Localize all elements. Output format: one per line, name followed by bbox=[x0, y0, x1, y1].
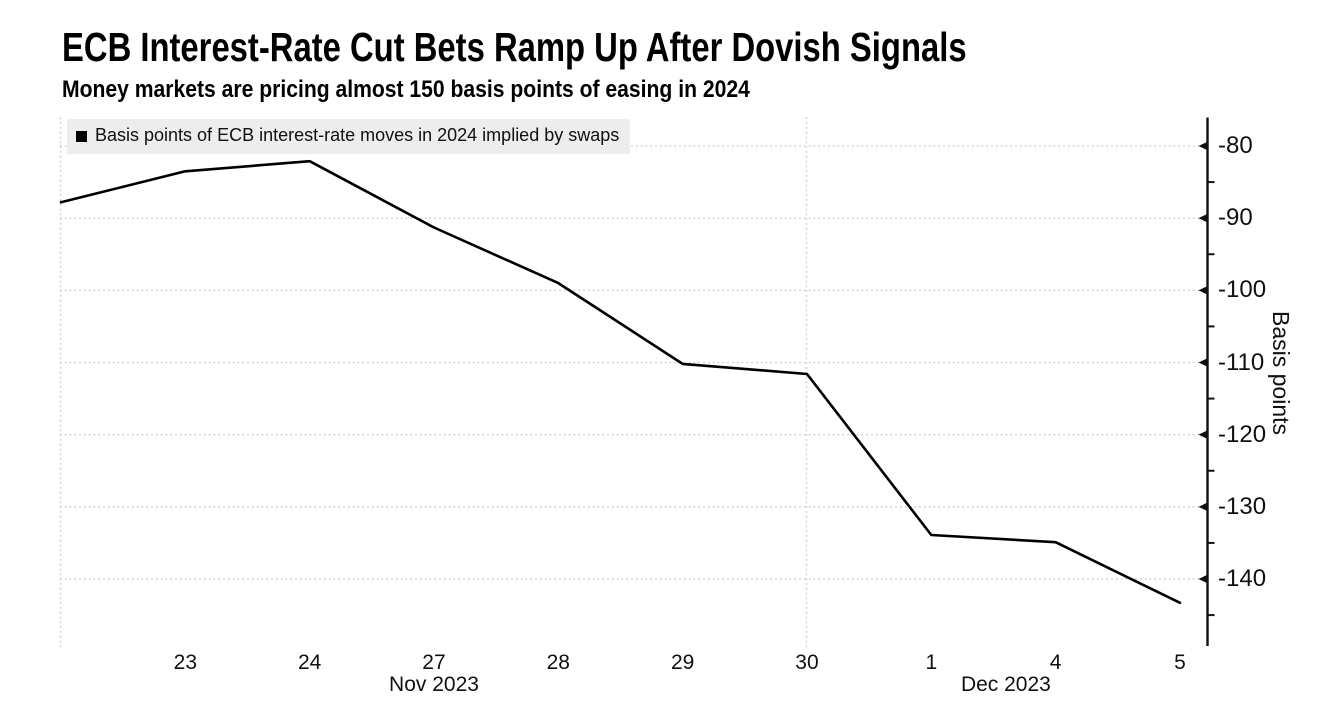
x-tick-label: 28 bbox=[546, 651, 570, 674]
y-tick-label: -140 bbox=[1218, 565, 1267, 592]
legend: Basis points of ECB interest-rate moves … bbox=[67, 119, 631, 154]
y-axis-title: Basis points bbox=[1268, 311, 1294, 436]
page-title: ECB Interest-Rate Cut Bets Ramp Up After… bbox=[62, 24, 967, 70]
legend-marker-icon bbox=[76, 130, 87, 142]
x-tick-label: 27 bbox=[422, 651, 446, 674]
y-major-tick-arrow bbox=[1198, 429, 1209, 440]
x-month-label: Dec 2023 bbox=[960, 673, 1051, 696]
x-month-label: Nov 2023 bbox=[389, 673, 479, 696]
page-subtitle: Money markets are pricing almost 150 bas… bbox=[62, 76, 750, 103]
x-tick-label: 23 bbox=[173, 651, 198, 674]
y-tick-label: -130 bbox=[1218, 492, 1267, 520]
y-major-tick-arrow bbox=[1198, 502, 1209, 512]
x-tick-label: 1 bbox=[925, 651, 938, 674]
y-major-tick-arrow bbox=[1198, 141, 1209, 151]
y-tick-label: -100 bbox=[1218, 276, 1267, 304]
y-major-tick-arrow bbox=[1198, 213, 1209, 223]
y-major-tick-arrow bbox=[1198, 285, 1209, 296]
y-tick-label: -90 bbox=[1218, 204, 1253, 232]
y-major-tick-arrow bbox=[1198, 357, 1209, 368]
x-tick-label: 5 bbox=[1174, 651, 1186, 674]
y-tick-label: -80 bbox=[1218, 132, 1253, 159]
x-tick-label: 30 bbox=[795, 651, 819, 674]
y-tick-label: -120 bbox=[1218, 420, 1267, 448]
y-major-tick-arrow bbox=[1198, 574, 1209, 584]
data-line bbox=[59, 159, 1182, 605]
x-tick-label: 29 bbox=[670, 651, 695, 674]
y-tick-label: -110 bbox=[1218, 348, 1265, 376]
legend-label: Basis points of ECB interest-rate moves … bbox=[95, 125, 620, 145]
x-tick-label: 4 bbox=[1049, 651, 1062, 674]
x-tick-label: 24 bbox=[297, 651, 322, 674]
